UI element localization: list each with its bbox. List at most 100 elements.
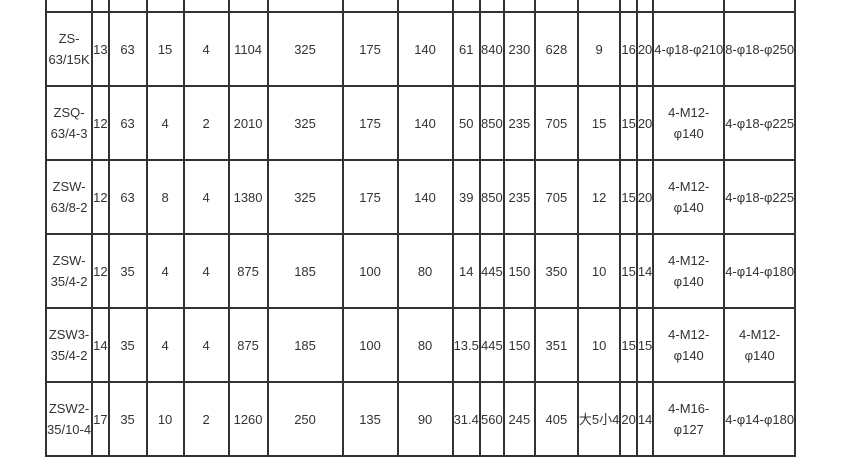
value-cell: 560 [478, 381, 505, 457]
value-cell: 4 [182, 11, 230, 87]
value-cell: 8-φ18-φ250 [723, 11, 797, 87]
partial-cell [478, 0, 505, 13]
value-cell: 15 [619, 233, 638, 309]
value-cell: 4 [182, 159, 230, 235]
value-cell: 13.5 [451, 307, 481, 383]
value-cell: 20 [635, 159, 655, 235]
value-cell: 100 [341, 307, 399, 383]
value-cell: 150 [502, 233, 536, 309]
value-cell: 850 [478, 159, 505, 235]
value-cell: 4 [145, 307, 185, 383]
value-cell: 350 [533, 233, 579, 309]
value-cell: 140 [396, 159, 454, 235]
value-cell: 15 [619, 307, 638, 383]
value-cell: 325 [266, 159, 344, 235]
value-cell: 185 [266, 233, 344, 309]
spec-table: ZS- 63/15K 13 63 15 4 1104 325 175 140 61 840 230 62… [44, 0, 797, 457]
value-cell: 850 [478, 85, 505, 161]
value-cell: 4-M12- φ140 [652, 159, 726, 235]
value-cell: 235 [502, 85, 536, 161]
value-cell: 10 [576, 307, 622, 383]
value-cell: 4-φ14-φ180 [723, 233, 797, 309]
value-cell: 63 [107, 85, 148, 161]
value-cell: 4-M12- φ140 [652, 85, 726, 161]
value-cell: 175 [341, 159, 399, 235]
value-cell: 39 [451, 159, 481, 235]
value-cell: 20 [635, 11, 655, 87]
value-cell: 325 [266, 85, 344, 161]
value-cell: 4 [182, 307, 230, 383]
partial-top-row [44, 0, 797, 13]
model-cell: ZS- 63/15K [44, 11, 94, 87]
partial-cell [341, 0, 399, 13]
partial-cell [91, 0, 110, 13]
value-cell: 100 [341, 233, 399, 309]
model-cell: ZSW- 63/8-2 [44, 159, 94, 235]
value-cell: 2 [182, 85, 230, 161]
value-cell: 405 [533, 381, 579, 457]
value-cell: 4-M12- φ140 [652, 307, 726, 383]
value-cell: 351 [533, 307, 579, 383]
value-cell: 4-φ14-φ180 [723, 381, 797, 457]
value-cell: 1104 [227, 11, 269, 87]
value-cell: 80 [396, 233, 454, 309]
value-cell: 15 [145, 11, 185, 87]
value-cell: 15 [576, 85, 622, 161]
value-cell: 175 [341, 85, 399, 161]
value-cell: 14 [635, 233, 655, 309]
partial-cell [227, 0, 269, 13]
value-cell: 13 [91, 11, 110, 87]
table-row: ZSW3- 35/4-2 14 35 4 4 875 185 100 80 13.5 445 150 3… [44, 307, 797, 383]
partial-cell [502, 0, 536, 13]
value-cell: 15 [619, 159, 638, 235]
partial-cell [396, 0, 454, 13]
value-cell: 2 [182, 381, 230, 457]
value-cell: 2010 [227, 85, 269, 161]
value-cell: 63 [107, 11, 148, 87]
value-cell: 1260 [227, 381, 269, 457]
value-cell: 35 [107, 381, 148, 457]
value-cell: 50 [451, 85, 481, 161]
value-cell: 12 [91, 85, 110, 161]
table-row: ZSW- 35/4-2 12 35 4 4 875 185 100 80 14 445 150 350 1… [44, 233, 797, 309]
value-cell: 4-M16- φ127 [652, 381, 726, 457]
value-cell: 4 [145, 233, 185, 309]
value-cell: 705 [533, 159, 579, 235]
value-cell: 10 [145, 381, 185, 457]
value-cell: 445 [478, 307, 505, 383]
value-cell: 135 [341, 381, 399, 457]
value-cell: 8 [145, 159, 185, 235]
value-cell: 35 [107, 233, 148, 309]
value-cell: 1380 [227, 159, 269, 235]
value-cell: 14 [635, 381, 655, 457]
value-cell: 150 [502, 307, 536, 383]
partial-cell [576, 0, 622, 13]
value-cell: 17 [91, 381, 110, 457]
value-cell: 628 [533, 11, 579, 87]
value-cell: 445 [478, 233, 505, 309]
value-cell: 705 [533, 85, 579, 161]
value-cell: 325 [266, 11, 344, 87]
partial-cell [44, 0, 94, 13]
value-cell: 80 [396, 307, 454, 383]
value-cell: 4-M12- φ140 [723, 307, 797, 383]
value-cell: 230 [502, 11, 536, 87]
value-cell: 90 [396, 381, 454, 457]
value-cell: 15 [635, 307, 655, 383]
value-cell: 875 [227, 233, 269, 309]
model-cell: ZSW2- 35/10-4 [44, 381, 94, 457]
value-cell: 16 [619, 11, 638, 87]
value-cell: 245 [502, 381, 536, 457]
value-cell: 63 [107, 159, 148, 235]
value-cell: 14 [451, 233, 481, 309]
partial-cell [652, 0, 726, 13]
value-cell: 140 [396, 11, 454, 87]
value-cell: 10 [576, 233, 622, 309]
value-cell: 35 [107, 307, 148, 383]
partial-cell [533, 0, 579, 13]
partial-cell [266, 0, 344, 13]
table-row: ZS- 63/15K 13 63 15 4 1104 325 175 140 61 840 230 62… [44, 11, 797, 87]
value-cell: 31.4 [451, 381, 481, 457]
value-cell: 140 [396, 85, 454, 161]
value-cell: 12 [91, 159, 110, 235]
